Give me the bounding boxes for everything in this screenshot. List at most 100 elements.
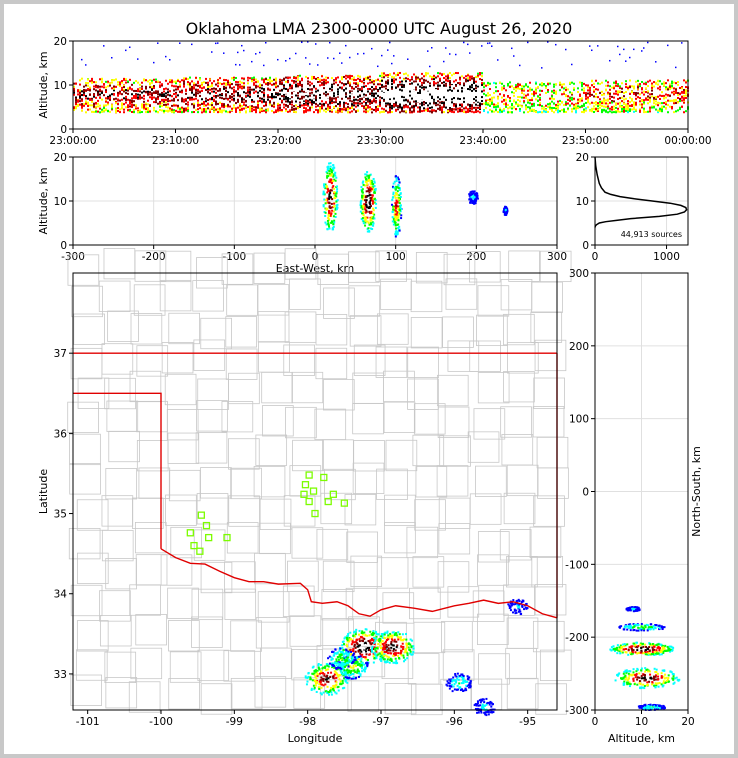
time-height-source: [81, 105, 83, 108]
time-height-source: [285, 104, 287, 107]
time-height-source: [451, 110, 453, 113]
time-height-source: [413, 110, 415, 113]
time-height-source: [83, 104, 85, 107]
time-height-source: [593, 86, 595, 89]
county-boundary: [507, 342, 539, 374]
time-height-source: [383, 73, 385, 76]
time-height-source: [627, 105, 629, 108]
time-height-source: [247, 86, 249, 89]
time-height-source: [449, 80, 451, 83]
time-height-source: [209, 103, 211, 106]
ew-source-cell: [398, 209, 401, 212]
time-height-source: [635, 92, 637, 95]
time-height-source: [499, 81, 501, 84]
time-height-source: [629, 86, 631, 89]
time-height-source: [147, 103, 149, 106]
ew-source-cell: [468, 198, 471, 201]
time-height-source: [183, 100, 185, 103]
time-height-source: [217, 94, 219, 97]
ew-source-cell: [373, 181, 376, 184]
time-height-source: [245, 100, 247, 103]
map-source-cell: [373, 646, 376, 649]
time-height-source: [93, 105, 95, 108]
time-height-source: [591, 49, 593, 52]
map-source-cell: [342, 655, 345, 658]
time-height-source: [647, 110, 649, 113]
time-height-source: [453, 90, 455, 93]
time-height-source: [627, 109, 629, 112]
time-height-source: [565, 110, 567, 113]
time-height-source: [423, 109, 425, 112]
time-height-source: [131, 97, 133, 100]
time-height-source: [423, 81, 425, 84]
ew-source-cell: [504, 208, 507, 211]
ew-source-cell: [394, 218, 397, 221]
time-height-source: [637, 96, 639, 99]
map-source-cell: [341, 644, 344, 647]
time-height-source: [265, 104, 267, 107]
time-height-source: [229, 83, 231, 86]
county-boundary: [407, 653, 440, 685]
time-height-source: [185, 98, 187, 101]
map-source-cell: [409, 652, 412, 655]
time-height-source: [345, 83, 347, 86]
county-boundary: [76, 499, 109, 531]
time-height-source: [553, 91, 555, 94]
map-source-cell: [386, 636, 389, 639]
time-height-source: [155, 78, 157, 81]
ew-source-cell: [472, 190, 475, 193]
ew-source-cell: [395, 180, 398, 183]
time-height-source: [457, 96, 459, 99]
time-height-source: [135, 94, 137, 97]
time-height-source: [191, 86, 193, 89]
time-height-source: [151, 85, 153, 88]
time-height-source: [305, 92, 307, 95]
time-height-source: [517, 104, 519, 107]
time-height-source: [73, 108, 75, 111]
time-height-source: [79, 95, 81, 98]
time-height-source: [99, 85, 101, 88]
ew-source-cell: [331, 198, 334, 201]
time-height-source: [443, 76, 445, 79]
time-height-source: [681, 99, 683, 102]
time-height-source: [179, 107, 181, 110]
time-height-source: [395, 101, 397, 104]
time-height-source: [201, 108, 203, 111]
time-height-source: [133, 89, 135, 92]
time-height-source: [611, 108, 613, 111]
time-height-source: [343, 75, 345, 78]
time-height-source: [413, 109, 415, 112]
time-height-source: [263, 88, 265, 91]
ew-source-cell: [367, 199, 370, 202]
ew-source-cell: [472, 198, 475, 201]
time-height-source: [479, 78, 481, 81]
ew-source-cell: [368, 201, 371, 204]
ew-source-cell: [502, 210, 505, 213]
county-boundary: [380, 278, 412, 310]
time-height-source: [145, 102, 147, 105]
time-height-source: [469, 75, 471, 78]
time-height-source: [103, 83, 105, 86]
time-height-source: [225, 84, 227, 87]
time-height-source: [495, 86, 497, 89]
ew-source-cell: [366, 230, 369, 233]
time-height-source: [345, 87, 347, 90]
time-height-source: [241, 100, 243, 103]
time-height-source: [453, 104, 455, 107]
county-boundary: [503, 584, 535, 616]
time-height-source: [347, 103, 349, 106]
time-height-source: [283, 87, 285, 90]
ew-source-cell: [398, 188, 401, 191]
county-boundary: [284, 311, 317, 343]
time-height-source: [425, 93, 427, 96]
time-height-source: [627, 108, 629, 111]
ew-source-cell: [469, 201, 472, 204]
map-source-cell: [374, 640, 377, 643]
time-height-source: [213, 90, 215, 93]
time-height-source: [285, 87, 287, 90]
county-boundary: [165, 494, 197, 526]
time-height-source: [315, 96, 317, 99]
ew-source-cell: [472, 192, 475, 195]
ew-source-cell: [365, 178, 368, 181]
ew-source-cell: [399, 195, 402, 198]
